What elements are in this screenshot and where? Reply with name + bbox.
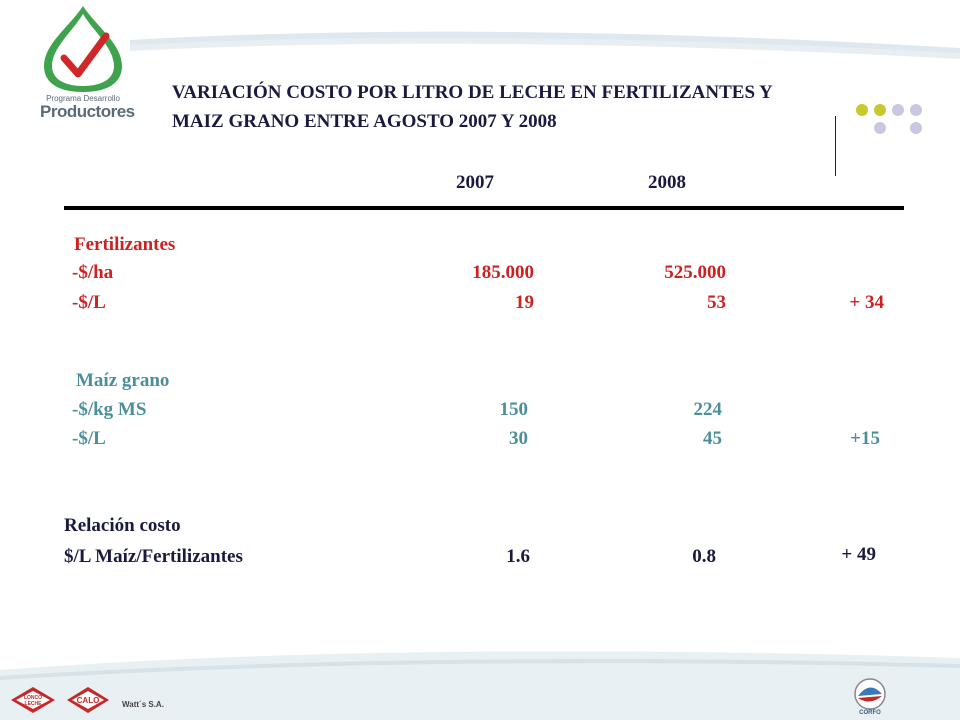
fert-row-l-label: -$/L [72, 292, 106, 313]
fert-row-l-2007: 19 [515, 292, 534, 313]
maiz-row-l-2008: 45 [703, 428, 722, 449]
decorative-dots [856, 104, 922, 134]
slide-title: VARIACIÓN COSTO POR LITRO DE LECHE EN FE… [172, 78, 942, 136]
relacion-2007: 1.6 [506, 546, 530, 567]
logo-text-line1: Programa Desarrollo [46, 94, 120, 103]
svg-text:CALO: CALO [77, 696, 100, 705]
fert-row-l-2008: 53 [707, 292, 726, 313]
maiz-row-l-2007: 30 [509, 428, 528, 449]
header-rule [64, 206, 904, 210]
calo-logo: CALO [67, 687, 109, 713]
svg-text:LONCO: LONCO [24, 695, 42, 701]
footer-wave-decoration [0, 651, 960, 720]
water-drop-check-icon [44, 6, 122, 92]
title-line1: VARIACIÓN COSTO POR LITRO DE LECHE EN FE… [172, 82, 773, 103]
title-line2: MAIZ GRANO ENTRE AGOSTO 2007 Y 2008 [172, 111, 557, 132]
header-2007: 2007 [456, 172, 494, 193]
maiz-row-l-diff: +15 [850, 428, 880, 449]
fertilizantes-label: Fertilizantes [74, 234, 176, 255]
svg-text:CORFO: CORFO [859, 710, 881, 716]
maiz-row-kg-label: -$/kg MS [72, 399, 147, 420]
decorative-vertical-line [835, 116, 836, 176]
programa-desarrollo-logo: Programa Desarrollo Productores [40, 4, 135, 128]
fert-row-ha-2007: 185.000 [472, 262, 534, 283]
maiz-row-l-label: -$/L [72, 428, 106, 449]
svg-text:LECHE: LECHE [25, 701, 43, 707]
fert-row-ha-label: -$/ha [72, 262, 114, 283]
corfo-logo: CORFO [854, 678, 886, 716]
maiz-label: Maíz grano [76, 370, 170, 391]
relacion-label-line1: Relación costo [64, 515, 181, 536]
watts-company-name: Watt´s S.A. [122, 700, 164, 709]
fert-row-l-diff: + 34 [849, 292, 884, 313]
top-wave-decoration [129, 31, 960, 59]
relacion-diff: + 49 [841, 544, 876, 565]
maiz-row-kg-2007: 150 [499, 399, 529, 420]
lonco-leche-logo: LONCO LECHE [11, 687, 55, 713]
relacion-2008: 0.8 [692, 546, 716, 567]
logo-text-line2: Productores [40, 102, 135, 121]
fert-row-ha-2008: 525.000 [664, 262, 726, 283]
maiz-row-kg-2008: 224 [693, 399, 723, 420]
header-2008: 2008 [648, 172, 686, 193]
relacion-label-line2: $/L Maíz/Fertilizantes [64, 546, 243, 567]
